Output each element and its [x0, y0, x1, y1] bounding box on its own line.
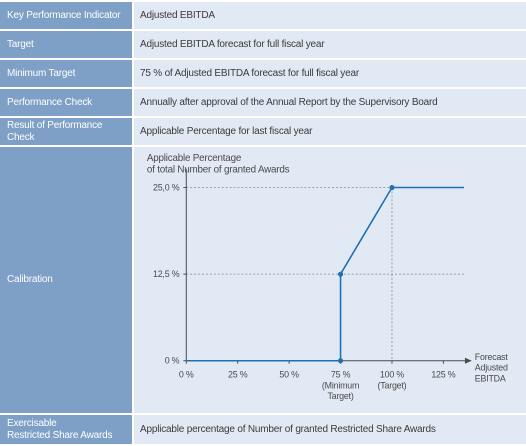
y-axis-title-line2: of total Number of granted Awards	[147, 165, 290, 176]
x-tick-note: (Minimum	[322, 380, 359, 390]
row-value: Adjusted EBITDA	[134, 2, 526, 29]
row-value: 75 % of Adjusted EBITDA forecast for ful…	[134, 60, 526, 87]
y-axis-title-line1: Applicable Percentage	[147, 153, 242, 164]
row-value: Annually after approval of the Annual Re…	[134, 89, 526, 116]
row-label: Key Performance Indicator	[0, 2, 132, 29]
row-exercisable: Exercisable Restricted Share Awards Appl…	[0, 415, 526, 444]
row-kpi: Key Performance Indicator Adjusted EBITD…	[0, 2, 526, 29]
x-axis-arrowhead	[464, 357, 472, 364]
row-value: Adjusted EBITDA forecast for full fiscal…	[134, 31, 526, 58]
x-tick-note: (Target)	[377, 380, 406, 390]
data-point	[337, 358, 344, 364]
x-tick-label: 25 %	[228, 369, 248, 379]
x-tick-label: 0 %	[179, 369, 194, 379]
row-value: Applicable Percentage for last fiscal ye…	[134, 118, 526, 145]
x-tick-note: Target)	[327, 391, 353, 401]
y-tick-label: 25,0 %	[153, 182, 180, 192]
x-tick-label: 125 %	[431, 369, 455, 379]
data-point	[389, 184, 395, 191]
row-performance-check: Performance Check Annually after approva…	[0, 89, 526, 116]
row-label-line2: Restricted Share Awards	[7, 429, 113, 441]
x-tick-label: 50 %	[279, 369, 299, 379]
row-calibration: Calibration Applicable Percentage of tota…	[0, 147, 526, 413]
row-value: Applicable percentage of Number of grant…	[134, 415, 526, 444]
y-tick-label: 0 %	[165, 356, 180, 366]
x-axis-title-line1: Forecast	[475, 352, 509, 362]
x-axis-title-line3: EBITDA	[475, 373, 506, 383]
row-target: Target Adjusted EBITDA forecast for full…	[0, 31, 526, 58]
row-minimum-target: Minimum Target 75 % of Adjusted EBITDA f…	[0, 60, 526, 87]
row-label: Minimum Target	[0, 60, 132, 87]
row-label-line1: Exercisable	[7, 417, 57, 429]
row-label: Target	[0, 31, 132, 58]
calibration-chart-cell: Applicable Percentage of total Number of …	[134, 147, 526, 413]
row-label: Exercisable Restricted Share Awards	[0, 415, 132, 444]
x-axis-title-line2: Adjusted	[475, 363, 508, 373]
x-tick-label: 100 %	[380, 369, 404, 379]
y-tick-label: 12,5 %	[153, 269, 180, 279]
row-label: Performance Check	[0, 89, 132, 116]
row-label: Calibration	[0, 147, 132, 413]
data-point	[337, 271, 344, 277]
row-label: Result of Performance Check	[0, 118, 132, 145]
row-result: Result of Performance Check Applicable P…	[0, 118, 526, 145]
x-tick-label: 75 %	[331, 369, 351, 379]
